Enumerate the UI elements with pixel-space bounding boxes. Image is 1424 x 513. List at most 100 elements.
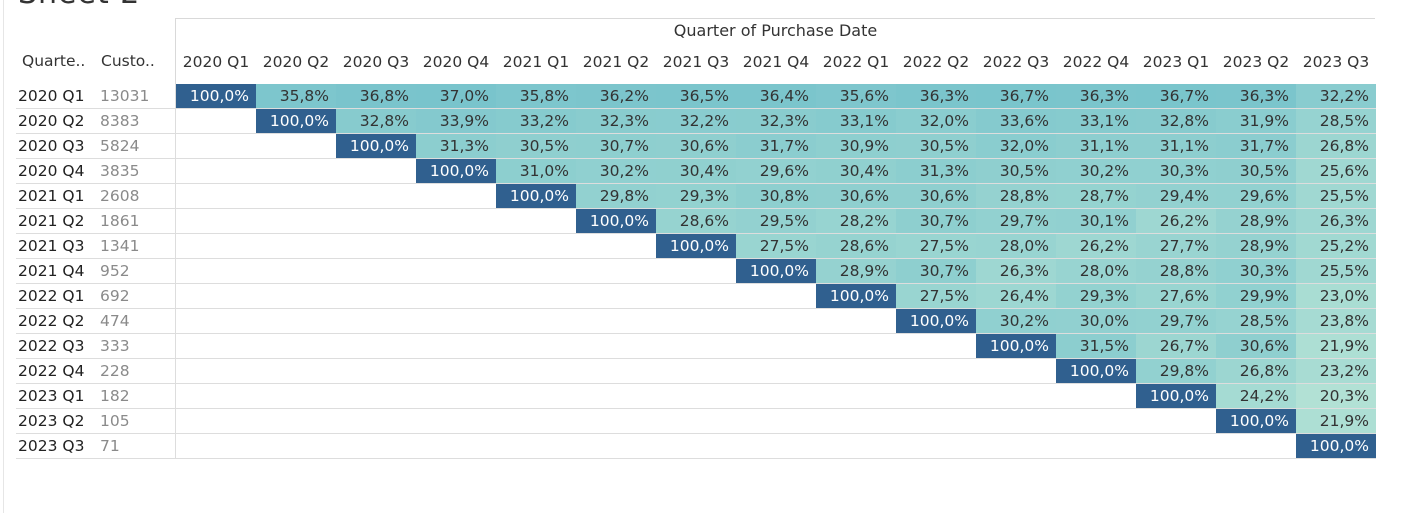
row-quarter-label[interactable]: 2021 Q2 [18,212,85,230]
column-header-2022-q1[interactable]: 2022 Q1 [822,53,890,71]
retention-cell[interactable]: 36,7% [1136,84,1216,108]
retention-cell[interactable]: 27,7% [1136,234,1216,258]
retention-cell[interactable]: 28,9% [1216,209,1296,233]
retention-cell[interactable]: 26,8% [1296,134,1376,158]
retention-cell[interactable]: 33,2% [496,109,576,133]
retention-cell[interactable]: 29,8% [1136,359,1216,383]
retention-cell[interactable]: 36,3% [896,84,976,108]
retention-cell[interactable]: 35,8% [496,84,576,108]
row-customer-count[interactable]: 333 [100,337,130,355]
retention-cell[interactable]: 28,7% [1056,184,1136,208]
retention-cell[interactable]: 37,0% [416,84,496,108]
retention-cell[interactable]: 30,2% [976,309,1056,333]
retention-cell[interactable]: 30,5% [896,134,976,158]
retention-cell[interactable]: 20,3% [1296,384,1376,408]
retention-cell[interactable]: 29,6% [1216,184,1296,208]
row-customer-count[interactable]: 692 [100,287,130,305]
retention-cell[interactable]: 26,2% [1136,209,1216,233]
retention-cell-baseline[interactable]: 100,0% [816,284,896,308]
retention-cell[interactable]: 27,5% [896,234,976,258]
retention-cell[interactable]: 27,6% [1136,284,1216,308]
retention-cell[interactable]: 29,7% [976,209,1056,233]
retention-cell[interactable]: 29,4% [1136,184,1216,208]
retention-cell[interactable]: 30,5% [496,134,576,158]
row-quarter-label[interactable]: 2020 Q3 [18,137,85,155]
retention-cell[interactable]: 35,6% [816,84,896,108]
retention-cell[interactable]: 30,9% [816,134,896,158]
retention-cell[interactable]: 33,9% [416,109,496,133]
row-quarter-label[interactable]: 2023 Q1 [18,387,85,405]
retention-cell[interactable]: 36,8% [336,84,416,108]
retention-cell[interactable]: 36,2% [576,84,656,108]
retention-cell[interactable]: 30,6% [816,184,896,208]
column-header-2020-q4[interactable]: 2020 Q4 [422,53,490,71]
row-customer-count[interactable]: 5824 [100,137,140,155]
retention-cell[interactable]: 30,8% [736,184,816,208]
retention-cell[interactable]: 30,3% [1216,259,1296,283]
row-quarter-label[interactable]: 2020 Q1 [18,87,85,105]
retention-cell[interactable]: 28,8% [1136,259,1216,283]
retention-cell[interactable]: 32,3% [736,109,816,133]
column-header-2021-q1[interactable]: 2021 Q1 [502,53,570,71]
retention-cell[interactable]: 30,6% [656,134,736,158]
retention-cell-baseline[interactable]: 100,0% [416,159,496,183]
column-header-2021-q4[interactable]: 2021 Q4 [742,53,810,71]
retention-cell-baseline[interactable]: 100,0% [656,234,736,258]
retention-cell[interactable]: 32,2% [656,109,736,133]
retention-cell[interactable]: 36,3% [1216,84,1296,108]
retention-cell[interactable]: 31,1% [1136,134,1216,158]
retention-cell[interactable]: 30,4% [656,159,736,183]
retention-cell[interactable]: 27,5% [736,234,816,258]
row-quarter-label[interactable]: 2022 Q4 [18,362,85,380]
retention-cell[interactable]: 29,8% [576,184,656,208]
column-caption[interactable]: Quarter of Purchase Date [673,21,878,40]
retention-cell[interactable]: 30,6% [1216,334,1296,358]
retention-cell[interactable]: 32,0% [976,134,1056,158]
retention-cell[interactable]: 32,3% [576,109,656,133]
row-customer-count[interactable]: 228 [100,362,130,380]
retention-cell[interactable]: 26,8% [1216,359,1296,383]
retention-cell-baseline[interactable]: 100,0% [176,84,256,108]
retention-cell[interactable]: 31,7% [736,134,816,158]
column-header-2022-q3[interactable]: 2022 Q3 [982,53,1050,71]
retention-cell[interactable]: 28,6% [816,234,896,258]
retention-cell[interactable]: 30,7% [896,259,976,283]
retention-cell[interactable]: 31,9% [1216,109,1296,133]
retention-cell[interactable]: 32,8% [336,109,416,133]
retention-cell[interactable]: 29,5% [736,209,816,233]
retention-cell-baseline[interactable]: 100,0% [1296,434,1376,458]
retention-cell-baseline[interactable]: 100,0% [1136,384,1216,408]
retention-cell[interactable]: 30,6% [896,184,976,208]
row-quarter-label[interactable]: 2020 Q2 [18,112,85,130]
retention-cell[interactable]: 30,2% [1056,159,1136,183]
retention-cell[interactable]: 30,0% [1056,309,1136,333]
retention-cell[interactable]: 31,5% [1056,334,1136,358]
retention-cell[interactable]: 32,0% [896,109,976,133]
retention-cell-baseline[interactable]: 100,0% [336,134,416,158]
retention-cell[interactable]: 30,1% [1056,209,1136,233]
retention-cell[interactable]: 36,5% [656,84,736,108]
retention-cell[interactable]: 29,7% [1136,309,1216,333]
retention-cell-baseline[interactable]: 100,0% [256,109,336,133]
row-quarter-label[interactable]: 2022 Q1 [18,287,85,305]
retention-cell[interactable]: 32,8% [1136,109,1216,133]
column-header-2022-q2[interactable]: 2022 Q2 [902,53,970,71]
row-customer-count[interactable]: 3835 [100,162,140,180]
row-customer-count[interactable]: 952 [100,262,130,280]
retention-cell[interactable]: 26,4% [976,284,1056,308]
row-customer-count[interactable]: 1861 [100,212,140,230]
retention-cell[interactable]: 25,6% [1296,159,1376,183]
retention-cell[interactable]: 28,2% [816,209,896,233]
retention-cell[interactable]: 31,3% [896,159,976,183]
customer-count-header[interactable]: Custo.. [101,52,155,70]
row-dimension-header[interactable]: Quarte.. [22,52,86,70]
column-header-2022-q4[interactable]: 2022 Q4 [1062,53,1130,71]
column-header-2020-q3[interactable]: 2020 Q3 [342,53,410,71]
retention-cell[interactable]: 28,5% [1216,309,1296,333]
row-customer-count[interactable]: 1341 [100,237,140,255]
row-quarter-label[interactable]: 2022 Q3 [18,337,85,355]
retention-cell[interactable]: 24,2% [1216,384,1296,408]
retention-cell[interactable]: 31,1% [1056,134,1136,158]
retention-cell[interactable]: 28,9% [816,259,896,283]
retention-cell[interactable]: 33,1% [1056,109,1136,133]
